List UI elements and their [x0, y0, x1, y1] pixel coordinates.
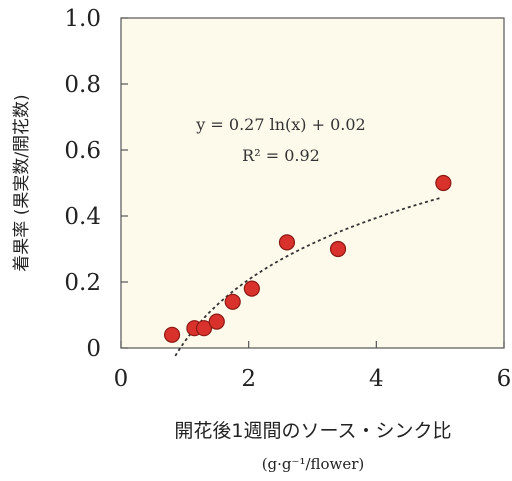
y-tick-label: 0.2: [64, 270, 101, 296]
equation-label: y = 0.27 ln(x) + 0.02: [195, 115, 365, 134]
y-axis-label: 着果率 (果実数/開花数): [12, 94, 32, 271]
x-tick-label: 0: [114, 366, 129, 392]
data-point: [163, 326, 181, 343]
y-tick-label: 0: [86, 336, 101, 362]
trendline-group: [174, 197, 441, 357]
y-tick-label: 0.4: [64, 204, 101, 230]
x-axis-label: 開花後1週間のソース・シンク比: [174, 420, 451, 442]
y-tick-label: 0.6: [64, 138, 101, 164]
trendline: [174, 197, 441, 357]
r-squared-label: R² = 0.92: [242, 146, 320, 165]
y-tick-label: 1.0: [64, 6, 101, 32]
y-axis-ticks: 0 0.2 0.4 0.6 0.8 1.0: [64, 6, 128, 362]
data-point: [329, 240, 347, 258]
data-point: [243, 280, 260, 297]
y-tick-label: 0.8: [64, 72, 101, 98]
data-point: [195, 320, 213, 337]
data-point: [224, 293, 241, 310]
data-point: [208, 313, 225, 330]
x-axis-unit: (g·g⁻¹/flower): [262, 455, 365, 473]
x-tick-label: 4: [369, 366, 384, 392]
x-tick-label: 2: [241, 366, 256, 392]
data-point: [278, 234, 296, 251]
x-tick-label: 6: [497, 366, 512, 392]
data-point: [435, 174, 452, 192]
data-points: [163, 174, 452, 343]
x-axis-ticks: 0 2 4 6: [114, 341, 512, 392]
